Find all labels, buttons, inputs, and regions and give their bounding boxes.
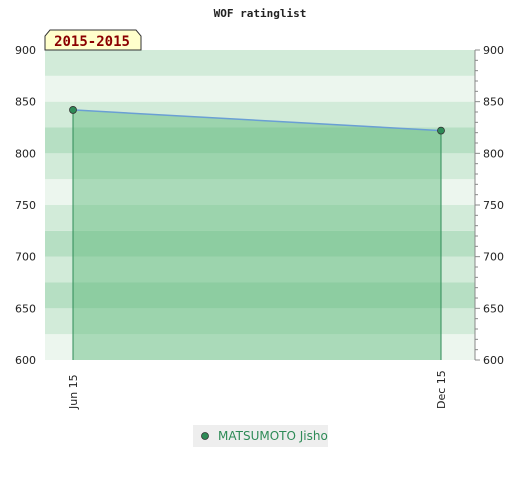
background-band xyxy=(45,205,475,231)
left-tick-label: 800 xyxy=(15,147,36,160)
series-area xyxy=(73,109,441,360)
chart-title: WOF ratinglist xyxy=(214,7,307,20)
background-band xyxy=(45,230,475,257)
background-bands xyxy=(45,50,475,360)
left-tick-label: 750 xyxy=(15,199,36,212)
legend-box xyxy=(193,425,328,447)
right-tick-label: 900 xyxy=(483,44,504,57)
data-point xyxy=(437,126,445,135)
right-y-axis: 600 650 700 750 800 850 900 xyxy=(474,44,504,367)
background-band xyxy=(45,334,475,360)
background-band xyxy=(45,50,475,76)
period-badge: 2015-2015 xyxy=(44,29,142,51)
background-band xyxy=(45,179,475,205)
background-band xyxy=(45,256,475,283)
right-tick-label: 800 xyxy=(483,147,504,160)
right-tick-label: 750 xyxy=(483,199,504,212)
left-tick-label: 650 xyxy=(15,302,36,315)
left-tick-label: 900 xyxy=(15,44,36,57)
background-band xyxy=(45,75,475,102)
area-layer xyxy=(69,106,445,360)
period-badge-text: 2015-2015 xyxy=(54,34,130,50)
background-band xyxy=(45,308,475,335)
right-tick-label: 650 xyxy=(483,302,504,315)
background-band xyxy=(45,282,475,309)
right-tick-label: 600 xyxy=(483,354,504,367)
x-axis: Jun 15 Dec 15 xyxy=(67,370,448,410)
period-badge-box xyxy=(44,29,142,51)
legend[interactable]: MATSUMOTO Jisho xyxy=(193,425,328,447)
x-tick-label: Jun 15 xyxy=(67,374,80,410)
background-band xyxy=(45,153,475,180)
background-band xyxy=(45,127,475,154)
data-point xyxy=(69,106,77,114)
background-band xyxy=(45,101,475,128)
left-tick-label: 700 xyxy=(15,251,36,264)
x-tick-label: Dec 15 xyxy=(435,370,448,409)
legend-label: MATSUMOTO Jisho xyxy=(218,429,328,443)
left-tick-label: 850 xyxy=(15,96,36,109)
left-y-axis: 600 650 700 750 800 850 900 xyxy=(15,44,36,367)
right-tick-label: 850 xyxy=(483,96,504,109)
legend-marker xyxy=(201,432,209,440)
left-tick-label: 600 xyxy=(15,354,36,367)
right-tick-label: 700 xyxy=(483,251,504,264)
series-line xyxy=(72,109,442,132)
